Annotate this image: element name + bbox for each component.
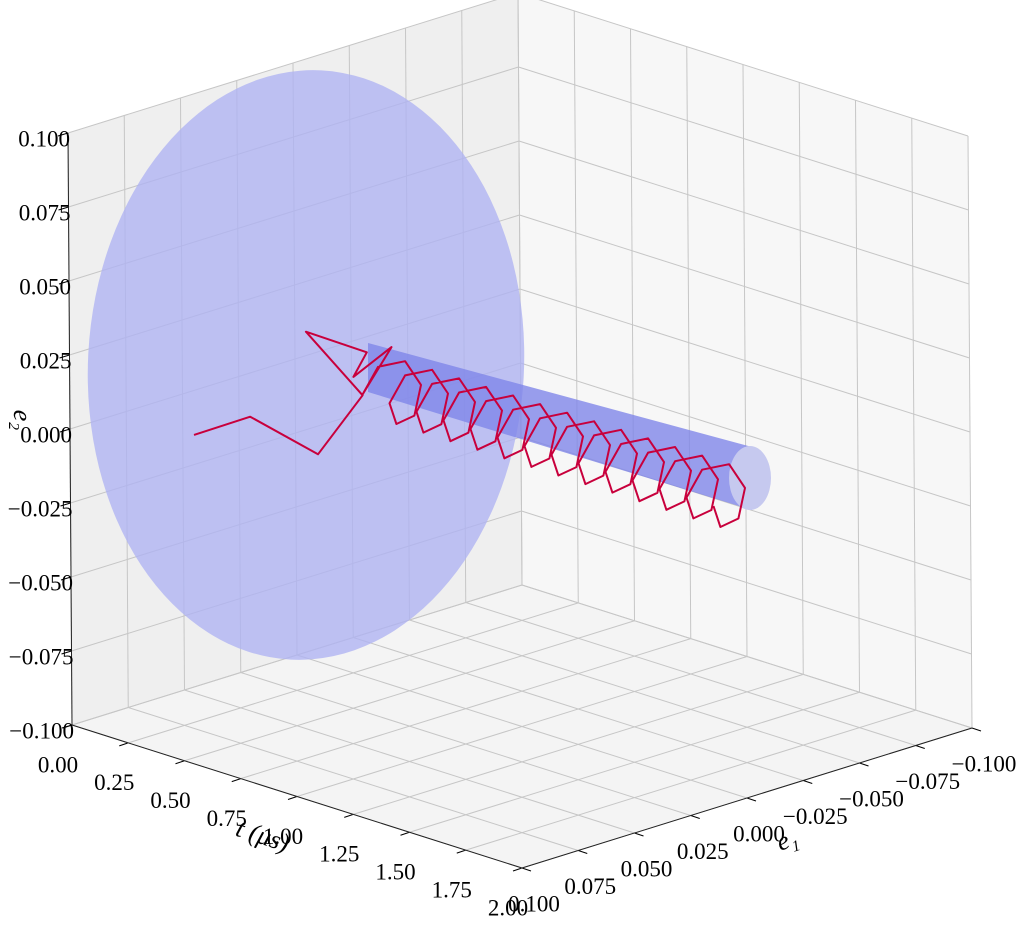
tick-mark bbox=[175, 760, 185, 765]
grid-line bbox=[521, 510, 972, 655]
z-tick-label: 0.000 bbox=[20, 422, 72, 447]
x-tick-label: 0.75 bbox=[207, 806, 247, 831]
grid-line bbox=[240, 672, 691, 816]
tick-mark bbox=[746, 797, 757, 802]
tick-mark bbox=[521, 867, 532, 872]
tick-mark bbox=[803, 780, 813, 784]
y-tick-label: −0.075 bbox=[895, 769, 960, 794]
z-tick-label: 0.050 bbox=[19, 274, 71, 299]
tick-mark bbox=[231, 778, 241, 783]
y-tick-label: 0.075 bbox=[564, 874, 616, 899]
x-tick-label: 0.00 bbox=[38, 752, 78, 777]
trajectory-line bbox=[193, 330, 746, 528]
grid-line bbox=[521, 584, 973, 729]
tick-mark bbox=[634, 832, 644, 837]
z-tick-label: −0.050 bbox=[8, 570, 73, 595]
y-tick-label: 0.025 bbox=[677, 839, 729, 864]
y-tick-label: −0.025 bbox=[783, 804, 848, 829]
tick-mark bbox=[344, 813, 354, 818]
grid-line bbox=[538, 0, 969, 137]
z-tick-label: 0.025 bbox=[20, 348, 72, 373]
tick-mark bbox=[400, 831, 410, 836]
x-tick-label: 1.25 bbox=[319, 842, 359, 867]
grid-line bbox=[67, 0, 498, 134]
grid-line bbox=[520, 362, 971, 507]
tick-mark bbox=[57, 132, 69, 137]
z-tick-label: 0.100 bbox=[18, 126, 70, 151]
disk-surface bbox=[87, 70, 525, 660]
tick-mark bbox=[58, 280, 70, 285]
tick-mark bbox=[61, 724, 73, 729]
cylinder-cap bbox=[729, 446, 771, 510]
tick-mark bbox=[61, 650, 72, 655]
grid-line bbox=[518, 66, 969, 211]
tick-mark bbox=[60, 502, 71, 507]
x-tick-label: 1.50 bbox=[375, 860, 415, 885]
tick-mark bbox=[287, 796, 298, 800]
y-tick-label: 0.000 bbox=[733, 821, 785, 846]
tick-mark bbox=[512, 867, 523, 872]
z-tick-label: −0.075 bbox=[9, 644, 74, 669]
grid-line bbox=[409, 619, 860, 764]
grid-line bbox=[128, 707, 579, 851]
x-tick-label: 1.75 bbox=[432, 877, 472, 902]
axis-line bbox=[521, 727, 973, 869]
grid-line bbox=[519, 214, 970, 359]
grid-line bbox=[296, 654, 748, 799]
axis-line bbox=[71, 724, 523, 869]
labels: t (μs) e₁ e₂ 0.000.250.500.751.001.251.5… bbox=[8, 126, 1017, 920]
y-tick-label: −0.100 bbox=[952, 751, 1017, 776]
grid-line bbox=[518, 140, 970, 285]
tick-mark bbox=[915, 745, 925, 749]
z-tick-label: 0.075 bbox=[19, 200, 71, 225]
axis-line bbox=[67, 132, 73, 726]
tick-mark bbox=[578, 850, 588, 854]
tick-mark bbox=[59, 354, 70, 359]
y-tick-label: 0.050 bbox=[621, 856, 673, 881]
grid-line bbox=[184, 689, 635, 834]
x-tick-label: 1.00 bbox=[263, 824, 303, 849]
grid-line bbox=[465, 602, 916, 746]
tick-mark bbox=[971, 727, 982, 732]
x-tick-label: 0.25 bbox=[94, 770, 134, 795]
z-tick-label: −0.025 bbox=[8, 496, 73, 521]
grid-line bbox=[519, 288, 971, 433]
z-tick-label: −0.100 bbox=[9, 718, 74, 743]
x-tick-label: 0.50 bbox=[150, 788, 190, 813]
y-tick-label: −0.050 bbox=[839, 786, 904, 811]
data-lines bbox=[193, 330, 746, 528]
z-axis-label: e₂ bbox=[8, 410, 37, 431]
tick-mark bbox=[859, 762, 869, 767]
tick-mark bbox=[456, 849, 466, 854]
x-tick-label: 2.00 bbox=[488, 895, 528, 920]
y-tick-label: 0.100 bbox=[508, 891, 560, 916]
tick-mark bbox=[59, 428, 71, 433]
grid-line bbox=[353, 637, 804, 781]
tick-mark bbox=[60, 576, 72, 581]
tick-mark bbox=[119, 742, 129, 747]
tick-mark bbox=[690, 815, 700, 819]
tick-mark bbox=[58, 206, 69, 211]
